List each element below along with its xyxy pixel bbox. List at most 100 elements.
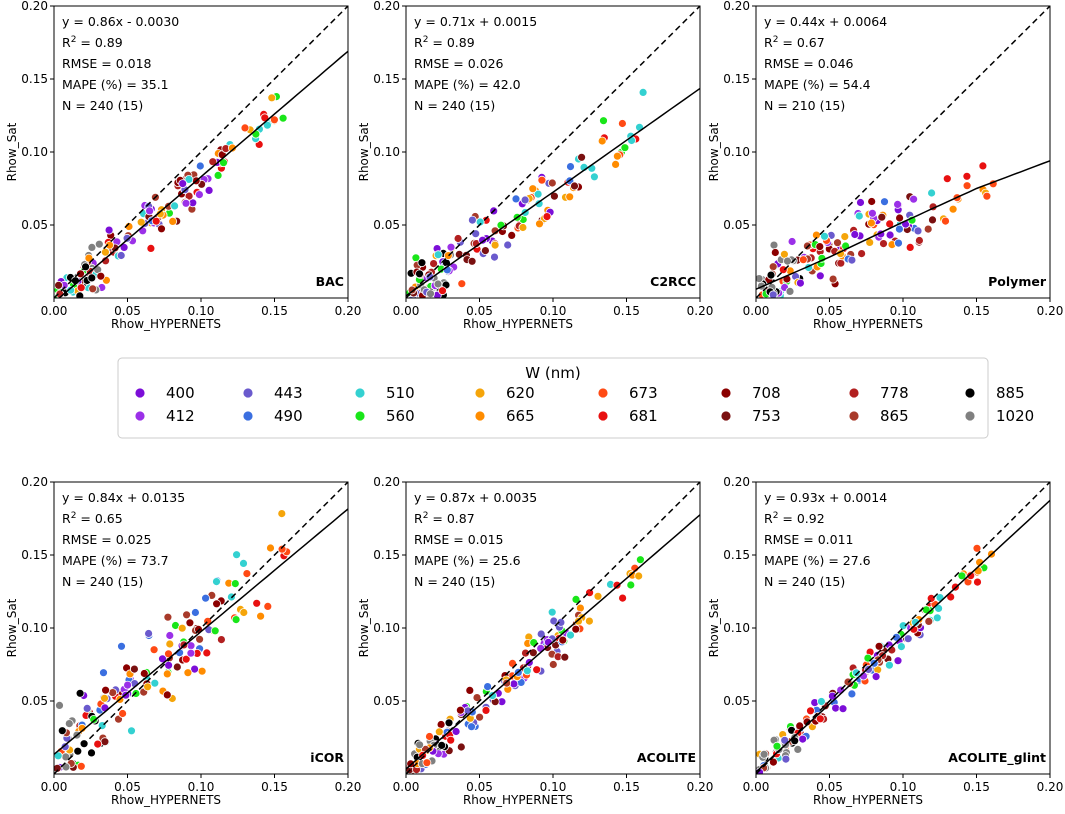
data-point xyxy=(122,233,132,243)
y-tick-label: 0.05 xyxy=(373,218,400,232)
stats-line: y = 0.86x - 0.0030 xyxy=(62,14,179,29)
data-point xyxy=(278,113,288,123)
x-tick-label: 0.05 xyxy=(114,780,141,794)
stats-line: N = 210 (15) xyxy=(764,98,845,113)
data-point xyxy=(533,189,543,199)
data-point xyxy=(252,598,262,608)
data-point xyxy=(915,236,924,245)
legend-item: 1020 xyxy=(964,407,1034,425)
data-point xyxy=(756,274,764,283)
y-tick-label: 0.20 xyxy=(723,0,750,13)
data-point xyxy=(768,290,778,298)
panel-title: C2RCC xyxy=(650,274,696,289)
data-point xyxy=(565,192,575,202)
data-point xyxy=(164,649,173,659)
data-point xyxy=(612,580,622,590)
data-point xyxy=(634,571,644,581)
data-point xyxy=(854,211,864,221)
data-point xyxy=(446,242,456,252)
one-to-one-line xyxy=(54,482,348,774)
legend-item: 753 xyxy=(720,407,781,425)
data-point xyxy=(547,178,557,188)
data-point xyxy=(772,741,782,751)
data-point xyxy=(239,608,249,617)
data-point xyxy=(407,285,417,295)
data-point xyxy=(100,693,109,703)
data-point xyxy=(798,255,808,265)
x-tick-label: 0.00 xyxy=(743,780,770,794)
data-point xyxy=(483,682,493,691)
legend-marker xyxy=(848,387,860,399)
data-point xyxy=(64,719,74,728)
data-point xyxy=(867,218,876,228)
data-point xyxy=(185,618,195,628)
data-point xyxy=(467,722,476,732)
data-point xyxy=(186,648,196,658)
legend-item: 778 xyxy=(848,384,909,402)
x-tick-label: 0.15 xyxy=(613,304,640,318)
data-point xyxy=(778,265,788,275)
data-point xyxy=(867,197,877,206)
data-point xyxy=(857,249,866,259)
data-point xyxy=(868,208,877,218)
regression-line xyxy=(756,499,1050,773)
data-point xyxy=(101,685,110,695)
data-point xyxy=(898,621,908,631)
data-point xyxy=(536,644,546,653)
x-tick-label: 0.05 xyxy=(114,304,141,318)
data-point xyxy=(509,679,519,689)
data-point xyxy=(815,714,825,724)
legend-box xyxy=(117,357,989,439)
data-point xyxy=(871,672,881,681)
data-point xyxy=(490,252,499,262)
one-to-one-line xyxy=(756,6,1050,298)
regression-line xyxy=(406,514,700,770)
data-point xyxy=(894,238,903,248)
data-point xyxy=(127,726,136,736)
data-point xyxy=(266,543,275,553)
stats-line: N = 240 (15) xyxy=(414,574,495,589)
x-tick-label: 0.00 xyxy=(41,780,68,794)
data-point xyxy=(453,234,463,243)
y-tick-label: 0.10 xyxy=(373,145,400,159)
data-point xyxy=(204,185,214,195)
data-point xyxy=(212,599,222,609)
data-point xyxy=(556,618,566,627)
data-point xyxy=(75,291,85,298)
data-point xyxy=(820,231,829,241)
legend-label: 865 xyxy=(880,407,909,425)
data-point xyxy=(104,225,114,235)
scatter-panel-acolite: 0.00 0.05 0.10 0.15 0.20 0.05 0.10 0.15 0.20 Rhow… xyxy=(357,475,713,807)
legend-marker xyxy=(964,410,976,422)
y-tick-label: 0.15 xyxy=(723,72,750,86)
data-point xyxy=(957,571,967,581)
data-point xyxy=(636,555,645,565)
data-point xyxy=(796,278,805,288)
data-point xyxy=(903,634,913,644)
legend-marker xyxy=(242,387,254,399)
y-axis-label: Rhow_Sat xyxy=(5,598,19,657)
data-point xyxy=(490,240,500,250)
data-point xyxy=(769,240,779,250)
data-point xyxy=(182,610,192,620)
y-tick-label: 0.15 xyxy=(723,548,750,562)
data-point xyxy=(457,279,467,289)
x-axis-label: Rhow_HYPERNETS xyxy=(813,793,923,807)
x-tick-label: 0.20 xyxy=(687,780,714,794)
data-point xyxy=(503,240,513,250)
data-point xyxy=(982,191,992,201)
data-point xyxy=(534,199,544,209)
data-point xyxy=(928,215,937,225)
data-point xyxy=(924,617,934,626)
data-point xyxy=(136,217,146,227)
x-tick-label: 0.10 xyxy=(188,304,215,318)
stats-line: R2 = 0.65 xyxy=(62,511,123,526)
data-point xyxy=(425,732,434,741)
legend-marker xyxy=(354,410,366,422)
legend-item: 673 xyxy=(597,384,658,402)
x-axis-label: Rhow_HYPERNETS xyxy=(813,317,923,331)
data-point xyxy=(475,217,485,227)
x-tick-label: 0.20 xyxy=(687,304,714,318)
data-point xyxy=(828,274,838,284)
data-point xyxy=(201,593,211,603)
